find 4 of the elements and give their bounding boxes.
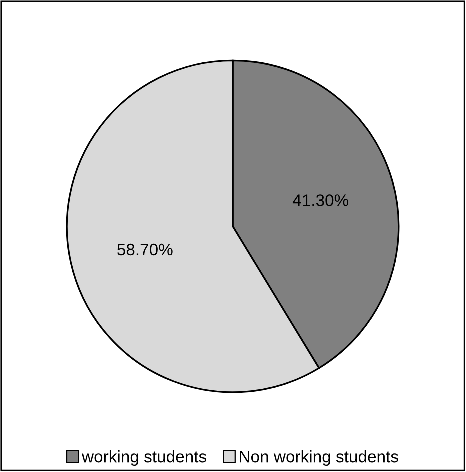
data-label: 41.30% (292, 194, 349, 206)
data-label: 58.70% (118, 244, 173, 256)
legend-label: Non working students (240, 450, 398, 466)
legend-label: working students (82, 450, 206, 466)
